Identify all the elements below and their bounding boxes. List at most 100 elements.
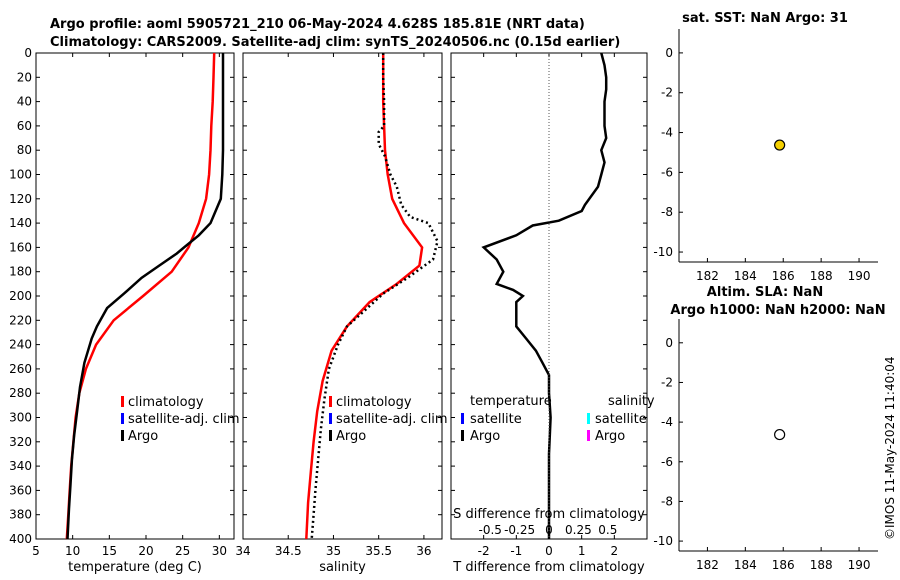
secondary-x-tick-label: 0.5 (598, 523, 617, 537)
x-tick-label: 190 (848, 558, 871, 572)
sla-panel-title-line1: Altim. SLA: NaN (707, 285, 823, 300)
legend-label: satellite (470, 412, 522, 427)
y-tick-label: -2 (661, 86, 673, 100)
data-point-marker (774, 139, 786, 151)
legend-swatch (329, 413, 332, 424)
legend-label: satellite (595, 412, 647, 427)
legend-swatch (461, 430, 464, 441)
main-title-line1: Argo profile: aoml 5905721_210 06-May-20… (50, 17, 585, 32)
depth-tick-label: 360 (9, 483, 32, 497)
depth-tick-label: 200 (9, 289, 32, 303)
x-tick-label: 34 (235, 544, 250, 558)
depth-tick-label: 320 (9, 435, 32, 449)
depth-tick-label: 100 (9, 168, 32, 182)
y-tick-label: -2 (661, 375, 673, 389)
axes-box (35, 52, 235, 540)
x-tick-label: 5 (32, 544, 40, 558)
x-tick-label: 0 (545, 544, 553, 558)
y-tick-label: -10 (653, 534, 673, 548)
x-tick-label: -2 (478, 544, 490, 558)
depth-tick-label: 180 (9, 265, 32, 279)
sla-panel-title-line2: Argo h1000: NaN h2000: NaN (670, 303, 885, 318)
depth-tick-label: 240 (9, 338, 32, 352)
x-tick-label: 186 (772, 269, 795, 283)
depth-tick-label: 380 (9, 508, 32, 522)
depth-tick-label: 120 (9, 192, 32, 206)
x-tick-label: 184 (734, 558, 757, 572)
x-tick-label: 10 (65, 544, 80, 558)
depth-tick-label: 220 (9, 313, 32, 327)
x-tick-label: 30 (212, 544, 227, 558)
secondary-x-tick-label: 0.25 (565, 523, 592, 537)
legend-swatch (121, 396, 124, 407)
x-tick-label: 20 (138, 544, 153, 558)
legend-swatch (329, 430, 332, 441)
depth-tick-label: 60 (17, 119, 32, 133)
legend-right-title: salinity (608, 394, 655, 409)
x-tick-label: 188 (810, 558, 833, 572)
x-axis-label: T difference from climatology (452, 560, 645, 575)
x-tick-label: 25 (175, 544, 190, 558)
series-line-climatology (305, 53, 424, 540)
difference-panel: -2 -1 0 1 2 T difference from climatology S di… (450, 52, 655, 575)
series-line-t-difference-argo (481, 52, 608, 539)
depth-tick-label: 280 (9, 386, 32, 400)
depth-tick-label: 40 (17, 95, 32, 109)
legend-swatch (121, 430, 124, 441)
depth-tick-label: 160 (9, 240, 32, 254)
x-tick-label: 188 (810, 269, 833, 283)
sst-panel-title: sat. SST: NaN Argo: 31 (682, 11, 848, 26)
depth-tick-label: 300 (9, 411, 32, 425)
sst-panel: 0 -2 -4 -6 -8 -10 182 184 186 188 190 (653, 29, 878, 283)
legend-swatch (587, 430, 590, 441)
x-tick-label: 2 (611, 544, 619, 558)
y-tick-label: -4 (661, 415, 673, 429)
temperature-panel: 0 20 40 60 80 100 120 140 160 180 200 220 240 260 280 3… (9, 46, 240, 575)
depth-tick-label: 20 (17, 70, 32, 84)
x-axis-label: temperature (deg C) (68, 560, 202, 575)
depth-tick-label: 260 (9, 362, 32, 376)
y-tick-label: -10 (653, 245, 673, 259)
imos-watermark: ©IMOS 11-May-2024 11:40:04 (883, 356, 897, 540)
x-tick-label: 34.5 (275, 544, 302, 558)
y-tick-label: -8 (661, 494, 673, 508)
x-tick-label: 35 (326, 544, 341, 558)
y-tick-label: -6 (661, 455, 673, 469)
series-line-climatology (65, 52, 216, 540)
y-tick-label: -6 (661, 165, 673, 179)
sla-panel: 0 -2 -4 -6 -8 -10 182 184 186 188 190 (653, 319, 878, 572)
legend-label: Argo (470, 429, 500, 444)
x-axis-label: salinity (319, 560, 366, 575)
y-tick-label: -8 (661, 205, 673, 219)
legend-label: climatology (128, 395, 204, 410)
legend-swatch (121, 413, 124, 424)
legend-swatch (587, 413, 590, 424)
secondary-x-tick-label: 0 (545, 523, 553, 537)
depth-tick-label: 140 (9, 216, 32, 230)
series-line-argo (66, 53, 225, 540)
y-tick-label: -4 (661, 126, 673, 140)
x-tick-label: 190 (848, 269, 871, 283)
depth-tick-label: 80 (17, 143, 32, 157)
secondary-x-tick-label: -0.5 (478, 523, 501, 537)
x-tick-label: -1 (510, 544, 522, 558)
legend-label: satellite-adj. clim (128, 412, 240, 427)
legend-label: climatology (336, 395, 412, 410)
depth-tick-label: 0 (24, 46, 32, 60)
x-tick-label: 35.5 (365, 544, 392, 558)
x-tick-label: 15 (102, 544, 117, 558)
x-tick-label: 186 (772, 558, 795, 572)
x-tick-label: 182 (696, 269, 719, 283)
legend-swatch (329, 396, 332, 407)
legend-label: Argo (336, 429, 366, 444)
secondary-x-tick-label: -0.25 (504, 523, 535, 537)
x-tick-label: 184 (734, 269, 757, 283)
axes-box (242, 52, 443, 540)
legend-label: Argo (128, 429, 158, 444)
legend-label: satellite-adj. clim (336, 412, 448, 427)
salinity-panel: 34 34.5 35 35.5 36 salinity climatology satelli… (235, 52, 448, 575)
x-tick-label: 1 (578, 544, 586, 558)
series-line-argo (310, 53, 439, 540)
main-title-line2: Climatology: CARS2009. Satellite-adj cli… (50, 35, 620, 50)
y-tick-label: 0 (665, 336, 673, 350)
